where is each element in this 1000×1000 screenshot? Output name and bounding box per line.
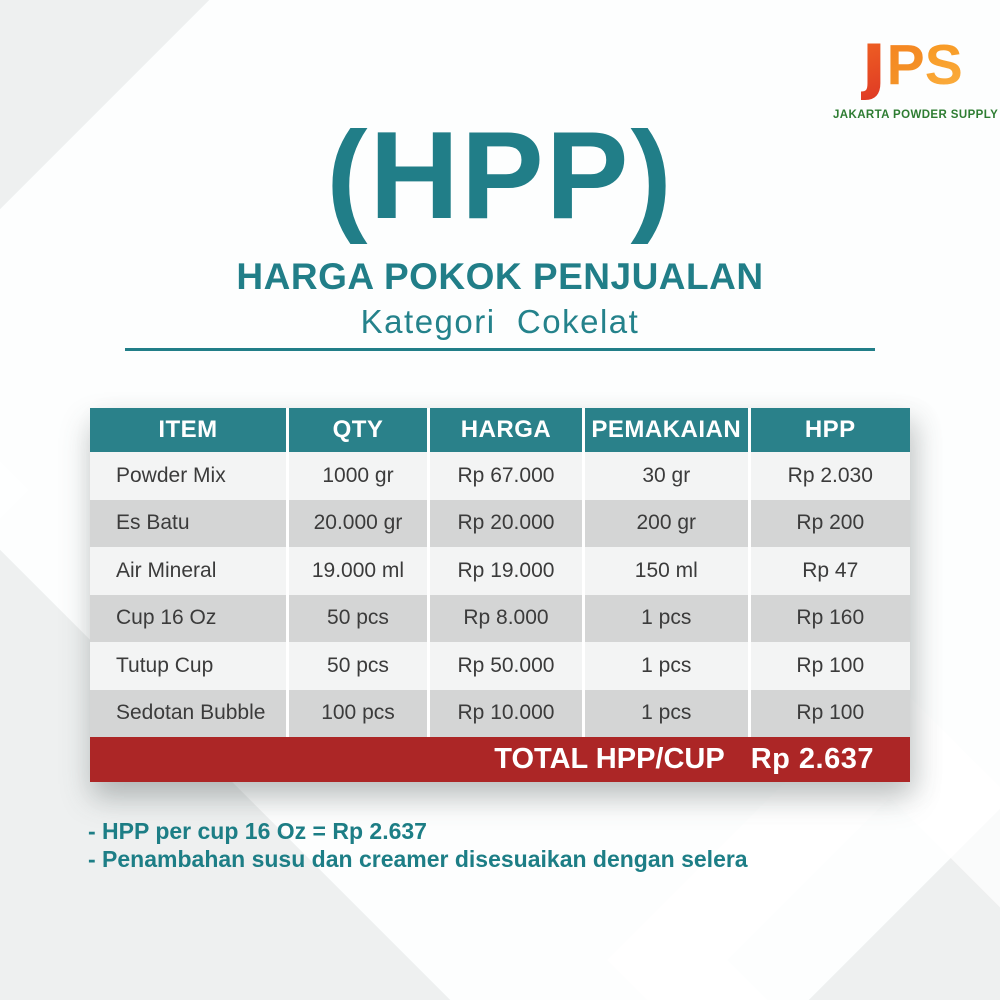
table-row: Sedotan Bubble 100 pcs Rp 10.000 1 pcs R… [90, 689, 910, 737]
cell-pemakaian: 1 pcs [581, 642, 748, 690]
title-divider [125, 348, 875, 351]
cell-item: Powder Mix [116, 463, 226, 487]
table-header-row: ITEM QTY HARGA PEMAKAIAN HPP [90, 408, 910, 452]
cell-harga: Rp 10.000 [427, 689, 582, 737]
cell-pemakaian: 150 ml [581, 547, 748, 595]
column-header-hpp: HPP [747, 408, 910, 452]
table-body: Powder Mix 1000 gr Rp 67.000 30 gr Rp 2.… [90, 452, 910, 737]
cell-harga: Rp 67.000 [427, 452, 582, 500]
cell-hpp: Rp 2.030 [747, 452, 910, 500]
cell-pemakaian: 1 pcs [581, 689, 748, 737]
cell-qty: 100 pcs [285, 689, 427, 737]
table-row: Es Batu 20.000 gr Rp 20.000 200 gr Rp 20… [90, 499, 910, 547]
logo-letters: ȷPS [861, 22, 963, 109]
logo-letter-s: S [924, 33, 963, 97]
cell-hpp: Rp 160 [747, 594, 910, 642]
total-value: Rp 2.637 [750, 743, 874, 775]
cell-hpp: Rp 47 [747, 547, 910, 595]
page-subtitle: HARGA POKOK PENJUALAN [236, 256, 764, 297]
cell-item: Air Mineral [116, 558, 217, 582]
brand-logo: ȷPS JAKARTA POWDER SUPPLY [833, 22, 999, 121]
logo-letter-j: ȷ [861, 16, 887, 102]
cell-harga: Rp 19.000 [427, 547, 582, 595]
table-row: Tutup Cup 50 pcs Rp 50.000 1 pcs Rp 100 [90, 642, 910, 690]
cell-qty: 20.000 gr [285, 499, 427, 547]
cell-item: Tutup Cup [116, 653, 214, 677]
total-row: TOTAL HPP/CUP Rp 2.637 [90, 737, 910, 782]
note-line: - HPP per cup 16 Oz = Rp 2.637 [88, 818, 427, 844]
table-row: Air Mineral 19.000 ml Rp 19.000 150 ml R… [90, 547, 910, 595]
cell-item: Cup 16 Oz [116, 606, 217, 630]
cell-qty: 50 pcs [285, 642, 427, 690]
column-header-pemakaian: PEMAKAIAN [581, 408, 748, 452]
note-line: - Penambahan susu dan creamer disesuaika… [88, 846, 748, 872]
column-header-item: ITEM [158, 416, 218, 443]
total-label: TOTAL HPP/CUP [494, 743, 725, 775]
page-title: (HPP) [326, 107, 674, 245]
logo-letter-p: P [886, 33, 925, 97]
cell-qty: 1000 gr [285, 452, 427, 500]
cell-hpp: Rp 200 [747, 499, 910, 547]
cell-hpp: Rp 100 [747, 642, 910, 690]
background-chevron-top-left [0, 0, 103, 63]
cell-item: Sedotan Bubble [116, 701, 266, 725]
cell-pemakaian: 200 gr [581, 499, 748, 547]
column-header-harga: HARGA [427, 408, 582, 452]
cell-qty: 19.000 ml [285, 547, 427, 595]
cell-harga: Rp 50.000 [427, 642, 582, 690]
cell-pemakaian: 1 pcs [581, 594, 748, 642]
cell-qty: 50 pcs [285, 594, 427, 642]
table-row: Powder Mix 1000 gr Rp 67.000 30 gr Rp 2.… [90, 452, 910, 500]
cell-pemakaian: 30 gr [581, 452, 748, 500]
footer-notes: - HPP per cup 16 Oz = Rp 2.637 - Penamba… [88, 817, 748, 873]
table-row: Cup 16 Oz 50 pcs Rp 8.000 1 pcs Rp 160 [90, 594, 910, 642]
logo-tagline: JAKARTA POWDER SUPPLY [833, 109, 999, 121]
hpp-table: ITEM QTY HARGA PEMAKAIAN HPP Powder Mix … [90, 408, 910, 782]
cell-harga: Rp 20.000 [427, 499, 582, 547]
cell-hpp: Rp 100 [747, 689, 910, 737]
column-header-qty: QTY [285, 408, 427, 452]
cell-harga: Rp 8.000 [427, 594, 582, 642]
category-label: Kategori Cokelat [360, 303, 640, 340]
cell-item: Es Batu [116, 511, 190, 535]
